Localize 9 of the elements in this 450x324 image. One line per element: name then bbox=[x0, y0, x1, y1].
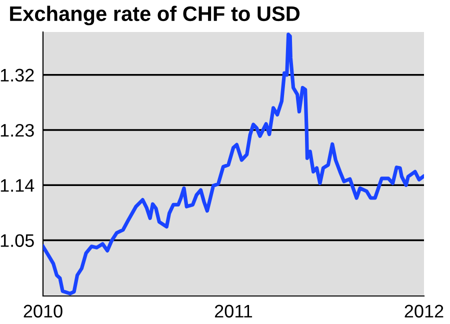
y-tick-label: 1.14 bbox=[0, 179, 34, 192]
x-tick-label: 2011 bbox=[214, 304, 252, 318]
x-tick-label: 2012 bbox=[404, 304, 444, 318]
y-tick-label: 1.23 bbox=[0, 124, 34, 137]
y-tick-label: 1.32 bbox=[0, 68, 34, 82]
x-tick-label: 2010 bbox=[24, 304, 62, 318]
chart-title: Exchange rate of CHF to USD bbox=[10, 6, 300, 26]
line-series bbox=[43, 32, 424, 296]
y-tick-label: 1.05 bbox=[0, 234, 34, 247]
